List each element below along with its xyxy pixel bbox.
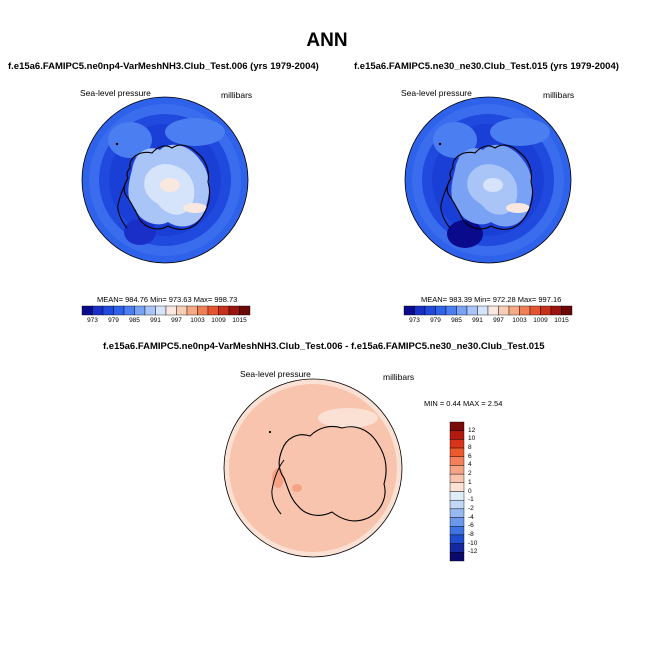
panel2-colorbar-tick-label: 997 xyxy=(493,317,504,324)
panel2-title: f.e15a6.FAMIPC5.ne30_ne30.Club_Test.015 … xyxy=(354,61,619,72)
panel2-colorbar-tick-label: 985 xyxy=(451,317,462,324)
panel3-polar-map xyxy=(223,378,403,558)
panel2-colorbar-tick-label: 973 xyxy=(409,317,420,324)
panel1-colorbar-swatch xyxy=(92,305,104,316)
panel3-colorbar-swatch xyxy=(449,499,465,510)
panel2-colorbar-swatch xyxy=(519,305,531,316)
panel2-colorbar-swatch xyxy=(540,305,552,316)
panel1-colorbar-swatch xyxy=(197,305,209,316)
panel3-colorbar-tick-label: 4 xyxy=(468,461,472,469)
panel1-colorbar-tick-label: 979 xyxy=(108,317,119,324)
panel3-colorbar-swatch xyxy=(449,552,465,562)
panel3-colorbar-swatch xyxy=(449,491,465,501)
panel3-colorbar-tick-label: 10 xyxy=(468,435,476,443)
panel3-colorbar-tick-label: -10 xyxy=(468,539,478,547)
panel3-colorbar-tick-label: -6 xyxy=(468,522,474,530)
panel2-colorbar-tick-label: 1009 xyxy=(533,317,548,324)
panel3-colorbar-tick-label: -12 xyxy=(468,548,478,556)
panel1-colorbar-swatch xyxy=(134,305,146,316)
panel1-colorbar-swatch xyxy=(176,305,188,316)
panel2-colorbar-tick-label: 991 xyxy=(472,317,483,324)
panel1-colorbar-tick-label: 973 xyxy=(87,317,98,324)
panel1-units-label: millibars xyxy=(221,90,253,100)
panel2-colorbar-swatch xyxy=(477,305,489,316)
panel2-colorbar-swatch xyxy=(550,305,562,316)
panel1-colorbar-swatch xyxy=(123,305,135,316)
panel2-colorbar-tick-label: 979 xyxy=(430,317,441,324)
panel1-colorbar-swatch xyxy=(228,305,240,316)
panel1-colorbar-tick-label: 1003 xyxy=(190,317,205,324)
panel1-colorbar-tick-label: 997 xyxy=(171,317,182,324)
panel1-colorbar-tick-label: 1009 xyxy=(211,317,226,324)
panel2-colorbar-swatch xyxy=(414,305,426,316)
panel1-colorbar-swatch xyxy=(239,305,251,316)
panel1-field-label: Sea-level pressure xyxy=(80,88,151,98)
panel3-colorbar-swatch xyxy=(449,534,465,544)
panel1-colorbar xyxy=(81,305,251,316)
panel1-colorbar-tick-label: 985 xyxy=(129,317,140,324)
panel3-colorbar-tick-label: 8 xyxy=(468,444,472,452)
panel1-colorbar-swatch xyxy=(207,305,219,316)
panel3-colorbar-swatch xyxy=(449,473,465,484)
panel3-units-label: millibars xyxy=(383,372,415,382)
panel3-colorbar-swatch xyxy=(449,465,465,475)
panel2-stats: MEAN= 983.39 Min= 972.28 Max= 997.16 xyxy=(421,295,562,304)
panel2-colorbar-swatch xyxy=(424,305,436,316)
panel1-colorbar-swatch xyxy=(155,305,167,316)
panel2-colorbar-swatch xyxy=(466,305,478,316)
panel3-colorbar-tick-label: 0 xyxy=(468,487,472,495)
panel1-colorbar-swatch xyxy=(186,305,198,316)
panel2-colorbar-tick-label: 1015 xyxy=(554,317,569,324)
panel3-stats: MIN = 0.44 MAX = 2.54 xyxy=(424,399,503,408)
panel3-colorbar-swatch xyxy=(449,430,465,440)
panel3-colorbar-tick-label: -8 xyxy=(468,530,474,538)
panel2-colorbar-swatch xyxy=(487,305,499,316)
panel2-units-label: millibars xyxy=(543,90,575,100)
panel3-title: f.e15a6.FAMIPC5.ne0np4-VarMeshNH3.Club_T… xyxy=(103,341,545,352)
panel2-colorbar-swatch xyxy=(403,305,415,316)
panel3-colorbar-swatch xyxy=(449,421,465,431)
panel1-colorbar-swatch xyxy=(81,305,93,316)
panel1-colorbar-swatch xyxy=(218,305,230,316)
panel3-colorbar-swatch xyxy=(449,517,465,527)
panel3-colorbar-tick-label: -1 xyxy=(468,496,474,504)
panel1-polar-map xyxy=(81,96,249,264)
panel3-colorbar-swatch xyxy=(449,439,465,449)
panel1-colorbar-swatch xyxy=(113,305,125,316)
panel2-colorbar-swatch xyxy=(529,305,541,316)
panel2-colorbar-swatch xyxy=(456,305,468,316)
panel2-field-label: Sea-level pressure xyxy=(401,88,472,98)
panel3-colorbar-swatch xyxy=(449,447,465,457)
panel3-colorbar-tick-label: -4 xyxy=(468,513,474,521)
panel2-colorbar xyxy=(403,305,573,316)
panel2-colorbar-swatch xyxy=(435,305,447,316)
panel3-field-label: Sea-level pressure xyxy=(240,369,311,379)
panel3-colorbar-swatch xyxy=(449,456,465,466)
panel2-colorbar-swatch xyxy=(561,305,573,316)
panel3-colorbar-swatch xyxy=(449,508,465,518)
panel3-colorbar-tick-label: 6 xyxy=(468,452,472,460)
panel2-colorbar-swatch xyxy=(508,305,520,316)
panel2-colorbar-tick-label: 1003 xyxy=(512,317,527,324)
panel1-colorbar-swatch xyxy=(144,305,156,316)
panel3-colorbar-swatch xyxy=(449,526,465,536)
page-title: ANN xyxy=(306,30,348,51)
panel3-colorbar-tick-label: -2 xyxy=(468,504,474,512)
panel1-colorbar-tick-label: 1015 xyxy=(232,317,247,324)
panel3-colorbar-swatch xyxy=(449,482,465,492)
panel1-title: f.e15a6.FAMIPC5.ne0np4-VarMeshNH3.Club_T… xyxy=(8,61,319,72)
panel3-colorbar-swatch xyxy=(449,543,465,553)
panel3-colorbar-tick-label: 1 xyxy=(468,478,472,486)
panel1-colorbar-swatch xyxy=(165,305,177,316)
panel2-colorbar-swatch xyxy=(445,305,457,316)
panel1-colorbar-swatch xyxy=(102,305,114,316)
panel1-stats: MEAN= 984.76 Min= 973.63 Max= 998.73 xyxy=(97,295,238,304)
panel1-colorbar-tick-label: 991 xyxy=(150,317,161,324)
panel3-colorbar-tick-label: 12 xyxy=(468,426,476,434)
panel3-colorbar xyxy=(449,421,465,562)
panel2-colorbar-swatch xyxy=(498,305,510,316)
panel2-polar-map xyxy=(404,96,572,264)
panel3-colorbar-tick-label: 2 xyxy=(468,470,472,478)
